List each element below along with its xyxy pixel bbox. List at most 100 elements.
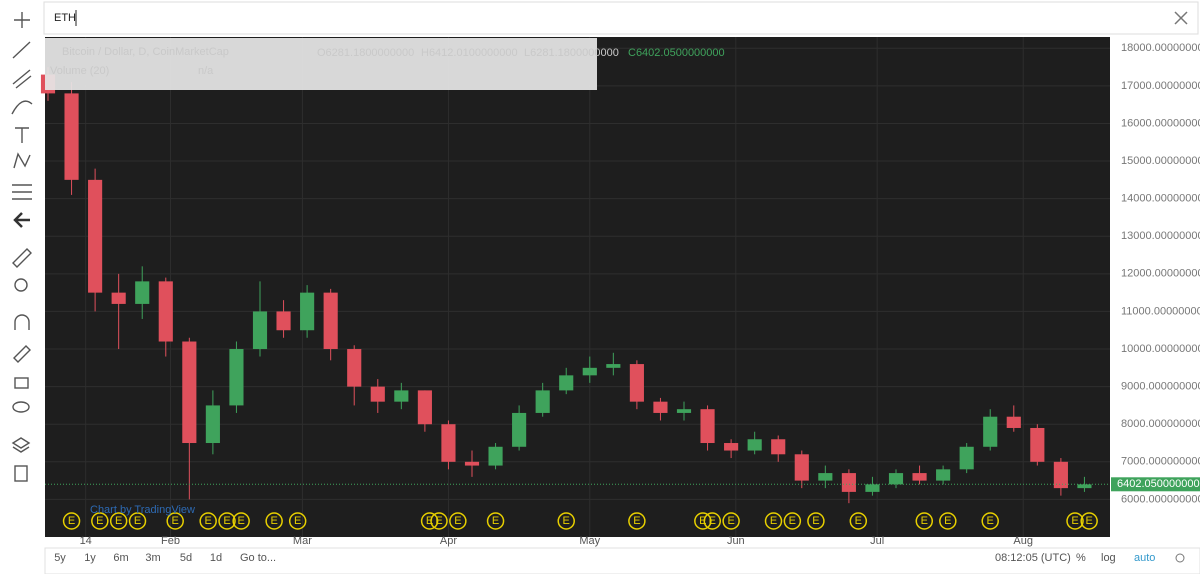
earnings-label: E	[770, 515, 777, 527]
magnet-tool[interactable]	[14, 314, 30, 330]
plot: 6000.0000000000 7000.0000000000 8000.00000…	[40, 37, 1200, 537]
visibility-tool[interactable]	[12, 401, 30, 413]
crosshair-tool[interactable]	[14, 12, 30, 28]
earnings-label: E	[237, 515, 244, 527]
ruler-tool[interactable]	[12, 248, 32, 268]
candle-body	[88, 179, 103, 293]
pattern-tool[interactable]	[13, 152, 31, 169]
earnings-marker	[849, 512, 868, 530]
candle-body	[676, 409, 692, 413]
x-tick-label: Aug	[1013, 535, 1033, 547]
earnings-marker	[764, 512, 783, 530]
last-price-label: 6402.0500000000	[1117, 478, 1200, 490]
earnings-marker	[128, 512, 147, 530]
layers-tool[interactable]	[11, 437, 31, 453]
settings-button[interactable]	[1175, 553, 1185, 563]
earnings-label: E	[855, 515, 862, 527]
close-value: C6402.0500000000	[628, 47, 725, 59]
candle-body	[394, 390, 409, 402]
brush-tool[interactable]	[11, 100, 33, 115]
symbol-title: Bitcoin / Dollar, D, CoinMarketCap	[62, 46, 229, 58]
trash-tool[interactable]	[14, 465, 28, 482]
lock-tool[interactable]	[14, 377, 29, 389]
log-button[interactable]: log	[1101, 552, 1116, 564]
candle-body	[205, 405, 220, 444]
earnings-marker	[62, 512, 81, 530]
earnings-marker	[166, 512, 184, 530]
range-button[interactable]: 6m	[113, 552, 128, 564]
earnings-marker	[722, 512, 740, 530]
earnings-label: E	[1085, 515, 1092, 527]
percent-button[interactable]: %	[1076, 552, 1086, 564]
earnings-label: E	[205, 515, 212, 527]
earnings-marker	[232, 512, 250, 530]
earnings-label: E	[812, 515, 819, 527]
x-tick-label: Jun	[727, 535, 745, 547]
candle-body	[512, 412, 527, 447]
earnings-marker	[218, 512, 236, 530]
candle-body	[417, 390, 432, 425]
earnings-label: E	[134, 515, 141, 527]
candle-body	[865, 484, 880, 492]
zoom-tool[interactable]	[14, 278, 28, 292]
earnings-label: E	[435, 515, 442, 527]
earnings-marker	[807, 512, 825, 530]
watermark: Chart by TradingView	[90, 504, 195, 516]
y-tick-label: 16000.0000000000	[1121, 117, 1200, 129]
candle-body	[983, 416, 998, 447]
range-button[interactable]: 3m	[145, 552, 160, 564]
range-button[interactable]: 5y	[54, 552, 66, 564]
candle-body	[252, 311, 268, 350]
earnings-label: E	[115, 515, 122, 527]
candle-body	[653, 401, 668, 413]
auto-button[interactable]: auto	[1134, 552, 1155, 564]
candle-body	[276, 311, 291, 331]
x-tick-label: Feb	[161, 535, 180, 547]
search-query[interactable]: ETH	[54, 12, 76, 24]
candle-body	[111, 292, 126, 304]
search-box[interactable]	[43, 1, 1199, 35]
trendline-tool[interactable]	[12, 41, 31, 59]
candle-body	[464, 461, 480, 466]
candle-body	[64, 93, 79, 180]
bottom-toolbar	[44, 547, 1200, 574]
back-arrow[interactable]	[13, 212, 30, 228]
pitchfork-tool[interactable]	[12, 69, 32, 89]
lock-drawing-tool[interactable]	[13, 345, 31, 363]
high-value: H6412.0100000000	[421, 47, 518, 59]
y-tick-label: 13000.0000000000	[1121, 230, 1200, 242]
x-tick-label: Apr	[440, 535, 457, 547]
candle-body	[158, 281, 173, 342]
x-tick-label: 14	[80, 535, 92, 547]
earnings-label: E	[294, 515, 301, 527]
earnings-marker	[288, 512, 307, 530]
price-axis	[1110, 37, 1200, 537]
earnings-label: E	[223, 515, 230, 527]
earnings-marker	[628, 512, 646, 530]
range-buttons: 5y 1y 6m 3m 5d 1d	[54, 552, 222, 564]
y-tick-label: 18000.0000000000	[1121, 42, 1200, 54]
earnings-label: E	[426, 515, 433, 527]
earnings-marker	[915, 512, 934, 530]
close-button[interactable]	[1174, 11, 1188, 25]
candle-body	[912, 473, 927, 481]
drawing-toolbar	[11, 12, 33, 482]
earnings-label: E	[944, 515, 951, 527]
range-button[interactable]: 1d	[210, 552, 222, 564]
range-button[interactable]: 5d	[180, 552, 192, 564]
search-dropdown	[45, 38, 597, 90]
earnings-label: E	[727, 515, 734, 527]
candle-body	[323, 292, 338, 350]
earnings-label: E	[921, 515, 928, 527]
fib-tool[interactable]	[12, 184, 32, 200]
range-button[interactable]: 1y	[84, 552, 96, 564]
goto-button[interactable]: Go to...	[240, 552, 276, 564]
earnings-marker	[1080, 512, 1098, 530]
low-value: L6281.1800000000	[524, 47, 619, 59]
y-tick-label: 8000.0000000000	[1121, 418, 1200, 430]
x-tick-label: Jul	[870, 535, 884, 547]
text-tool[interactable]	[15, 127, 29, 143]
earnings-marker	[109, 512, 128, 530]
